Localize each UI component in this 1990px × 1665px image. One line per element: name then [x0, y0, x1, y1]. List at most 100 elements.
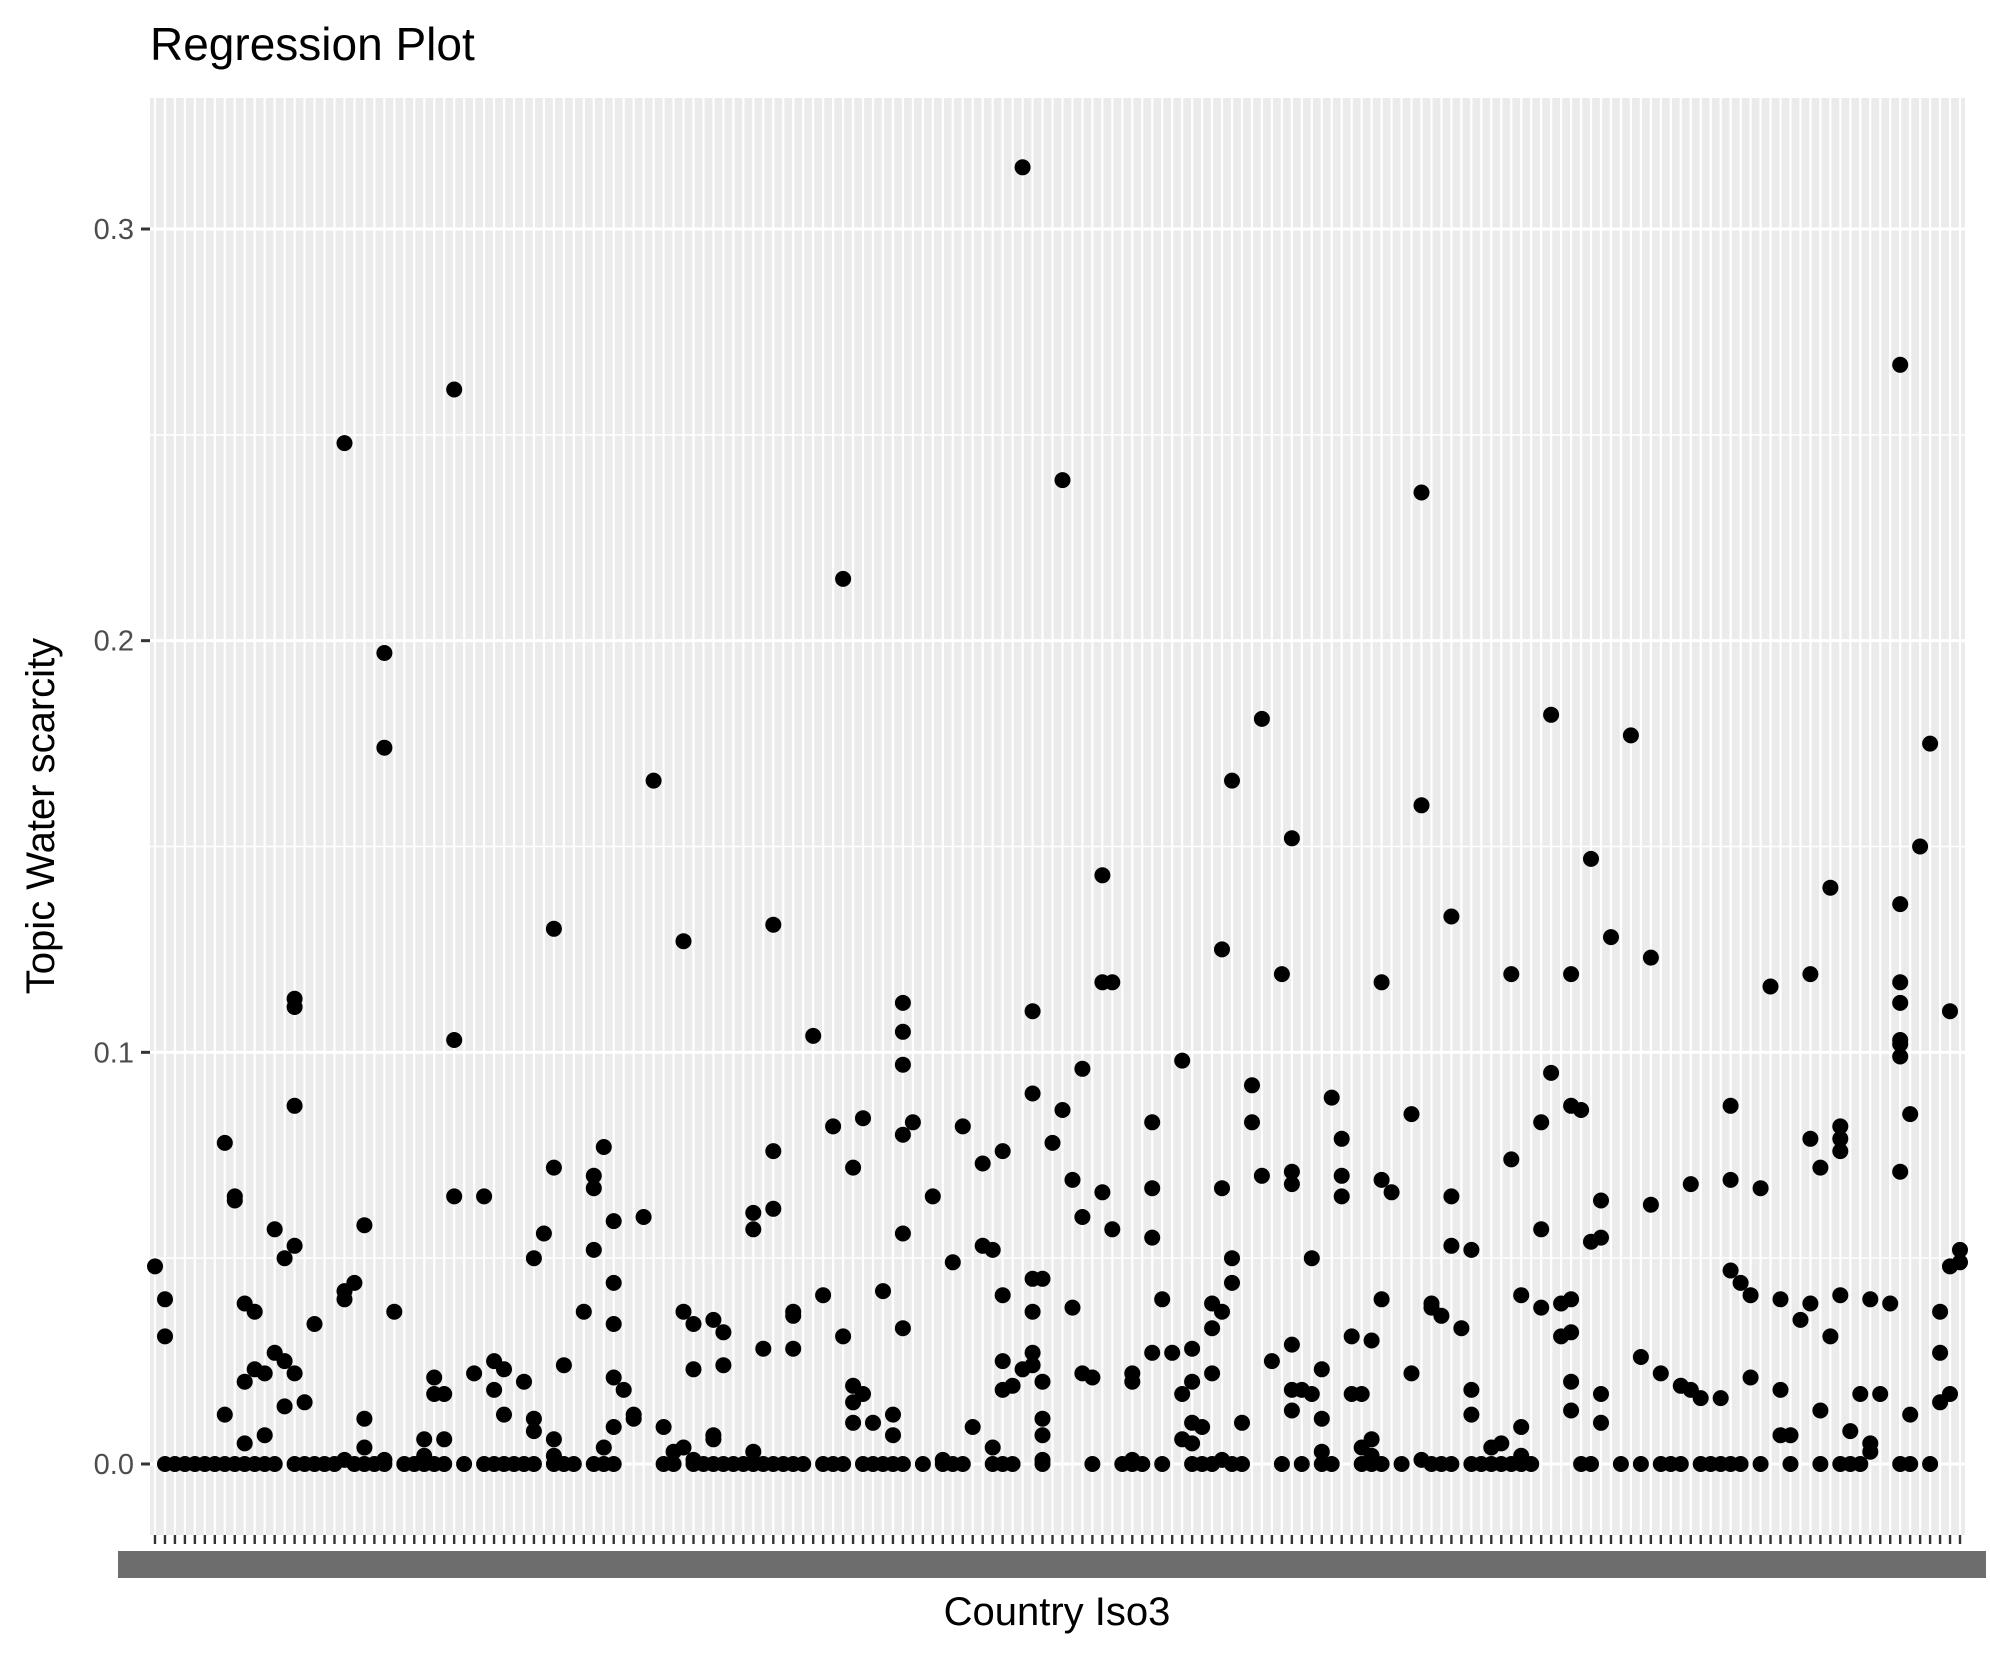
data-point — [1273, 966, 1290, 983]
y-axis-ticks: 0.0 0.1 0.2 0.3 — [94, 214, 150, 1481]
data-point — [875, 1283, 891, 1300]
data-point — [525, 1456, 542, 1472]
data-point — [745, 1443, 762, 1460]
data-point — [356, 1410, 373, 1427]
data-point — [1872, 1386, 1889, 1402]
data-point — [705, 1431, 722, 1448]
data-point — [1443, 1237, 1460, 1254]
data-point — [894, 1225, 911, 1242]
data-point — [1603, 929, 1619, 946]
data-point — [1323, 1089, 1340, 1106]
data-point — [1922, 735, 1939, 752]
data-point — [1812, 1402, 1829, 1419]
data-point — [1333, 1130, 1350, 1147]
data-point — [1383, 1184, 1400, 1201]
data-point — [286, 1237, 303, 1254]
data-point — [1074, 1209, 1091, 1225]
data-point — [1104, 1221, 1121, 1238]
data-point — [466, 1365, 483, 1382]
y-axis-title: Topic Water scarcity — [19, 638, 63, 994]
data-point — [1293, 1456, 1310, 1472]
data-point — [1024, 1357, 1041, 1374]
data-point — [1373, 974, 1390, 991]
data-point — [635, 1209, 652, 1225]
data-point — [715, 1357, 732, 1374]
data-point — [1652, 1365, 1669, 1382]
data-point — [1184, 1340, 1201, 1357]
data-point — [595, 1439, 612, 1456]
data-point — [1762, 978, 1779, 995]
data-point — [1194, 1419, 1211, 1435]
data-point — [1104, 974, 1121, 991]
data-point — [1373, 1291, 1390, 1308]
data-point — [705, 1311, 722, 1328]
data-point — [1273, 1456, 1290, 1472]
data-point — [1174, 1052, 1191, 1069]
data-point — [1363, 1431, 1380, 1448]
data-point — [605, 1274, 622, 1291]
data-point — [1812, 1456, 1829, 1472]
data-point — [894, 1126, 911, 1143]
data-point — [765, 1143, 782, 1160]
data-point — [1573, 1102, 1590, 1118]
data-point — [306, 1316, 323, 1332]
data-point — [1732, 1274, 1749, 1291]
data-point — [1463, 1406, 1480, 1423]
data-point — [446, 1032, 463, 1048]
data-point — [1044, 1134, 1061, 1151]
data-point — [894, 1320, 911, 1337]
data-point — [885, 1427, 901, 1444]
data-point — [1902, 1106, 1919, 1123]
data-point — [994, 1287, 1011, 1304]
data-point — [1802, 1295, 1819, 1312]
data-point — [1563, 966, 1580, 983]
data-point — [157, 1328, 173, 1345]
data-point — [1313, 1361, 1330, 1378]
data-point — [1024, 1085, 1041, 1102]
data-point — [1892, 1048, 1909, 1065]
data-point — [1413, 797, 1430, 814]
data-point — [1283, 830, 1300, 847]
data-point — [835, 1456, 852, 1472]
data-point — [575, 1303, 592, 1320]
data-point — [1932, 1303, 1949, 1320]
data-point — [1722, 1171, 1739, 1188]
data-point — [216, 1134, 233, 1151]
data-point — [446, 381, 463, 398]
data-point — [765, 916, 782, 933]
data-point — [974, 1155, 991, 1172]
data-point — [1084, 1456, 1101, 1472]
data-point — [1054, 472, 1071, 489]
data-point — [645, 772, 662, 789]
data-point — [924, 1188, 941, 1205]
data-point — [1373, 1171, 1390, 1188]
data-point — [1563, 1291, 1580, 1308]
data-point — [964, 1419, 981, 1435]
data-point — [1313, 1410, 1330, 1427]
data-point — [1004, 1456, 1021, 1472]
data-point — [1822, 879, 1839, 896]
data-point — [1204, 1320, 1221, 1337]
data-point — [1892, 356, 1909, 373]
data-point — [1024, 1003, 1041, 1020]
data-point — [625, 1410, 642, 1427]
y-tick-label: 0.3 — [94, 214, 134, 246]
data-point — [1463, 1241, 1480, 1258]
data-point — [1642, 1196, 1659, 1213]
data-point — [1393, 1456, 1410, 1472]
data-point — [236, 1435, 253, 1452]
data-point — [246, 1303, 263, 1320]
data-point — [1303, 1250, 1320, 1267]
data-point — [1443, 1188, 1460, 1205]
data-point — [346, 1274, 363, 1291]
data-point — [1403, 1365, 1420, 1382]
data-point — [416, 1431, 433, 1448]
data-point — [446, 1188, 463, 1205]
data-point — [994, 1353, 1011, 1370]
data-point — [1533, 1299, 1550, 1316]
data-point — [1563, 1373, 1580, 1390]
data-point — [984, 1439, 1001, 1456]
data-point — [1064, 1171, 1081, 1188]
data-point — [1453, 1320, 1470, 1337]
